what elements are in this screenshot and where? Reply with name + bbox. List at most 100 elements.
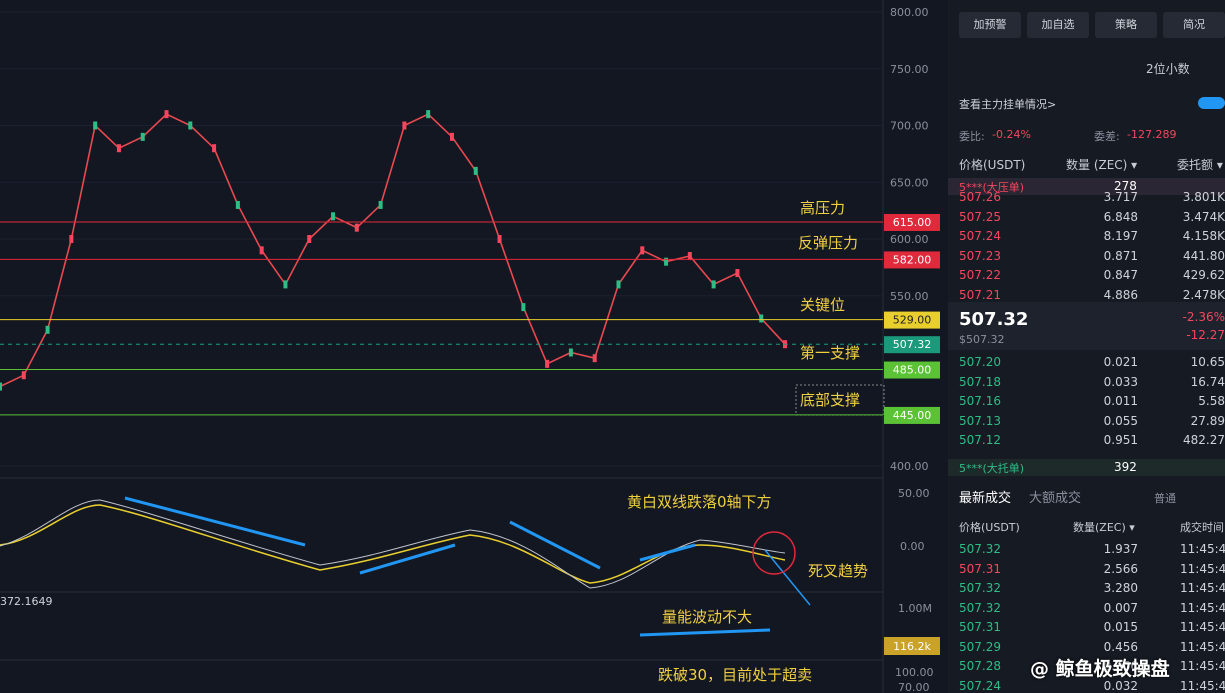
cross-marker bbox=[752, 531, 796, 575]
y-tick-label: 550.00 bbox=[890, 290, 929, 303]
diff-label: 委差: bbox=[1094, 130, 1120, 143]
ask-price: 507.23 bbox=[959, 248, 1001, 263]
mid-usd: $507.32 bbox=[959, 333, 1005, 346]
candle bbox=[116, 144, 121, 153]
ask-price: 507.24 bbox=[959, 229, 1001, 243]
candle bbox=[616, 280, 621, 289]
big-ask: 5***(大压单) bbox=[959, 181, 1025, 194]
button[interactable]: 策略 bbox=[1095, 12, 1157, 38]
decimals[interactable]: 2位小数 bbox=[1146, 62, 1190, 76]
big-bid-qty: 392 bbox=[1114, 460, 1137, 474]
ask-price: 507.22 bbox=[959, 268, 1001, 282]
candle bbox=[235, 200, 240, 209]
bid-amount: 10.65 bbox=[1190, 355, 1225, 369]
trade-qty: 0.015 bbox=[1103, 620, 1138, 634]
trade-header: 价格(USDT) bbox=[959, 521, 1020, 534]
level-label: 582.00 bbox=[893, 253, 932, 266]
candle bbox=[140, 132, 145, 141]
level-label: 529.00 bbox=[893, 314, 932, 327]
candle bbox=[45, 325, 50, 334]
button[interactable]: 简况 bbox=[1163, 12, 1225, 38]
candle bbox=[449, 132, 454, 141]
bid-amount: 27.89 bbox=[1190, 413, 1225, 428]
level-note: 高压力 bbox=[800, 199, 845, 217]
y-tick-label: 650.00 bbox=[890, 176, 929, 189]
candle bbox=[21, 371, 26, 380]
trade-time: 11:45:40 bbox=[1180, 600, 1225, 615]
bid-price: 507.20 bbox=[959, 355, 1001, 369]
candle bbox=[93, 121, 98, 130]
name-qty: 0.033 bbox=[1103, 374, 1138, 389]
trade-qty: 0.007 bbox=[1103, 600, 1138, 615]
candle bbox=[164, 110, 169, 119]
trade-price: 507.28 bbox=[959, 659, 1001, 673]
ask-price: 507.25 bbox=[959, 209, 1001, 224]
trade-time: 11:45:41 bbox=[1180, 561, 1225, 576]
y-tick-label: 700.00 bbox=[890, 120, 929, 133]
tab[interactable]: 大额成交 bbox=[1029, 491, 1082, 506]
candle bbox=[664, 257, 669, 266]
candle bbox=[497, 235, 502, 243]
candle bbox=[426, 110, 431, 119]
bid-amount: 5.58 bbox=[1198, 394, 1225, 408]
button[interactable]: 加自选 bbox=[1027, 12, 1089, 38]
macd-tick: 0.00 bbox=[900, 540, 925, 553]
name-qty: 0.847 bbox=[1103, 268, 1138, 282]
button[interactable]: 加预警 bbox=[959, 12, 1021, 38]
header: 价格(USDT) bbox=[959, 158, 1026, 172]
level-box bbox=[884, 251, 940, 269]
trade-header: 数量(ZEC) ▾ bbox=[1073, 521, 1135, 534]
signal-line bbox=[0, 499, 786, 589]
candle bbox=[640, 246, 645, 255]
trade-qty: 0.066 bbox=[1103, 659, 1138, 673]
trade-price: 507.32 bbox=[959, 600, 1001, 615]
trade-qty: 3.280 bbox=[1103, 581, 1138, 595]
name-qty: 0.011 bbox=[1103, 394, 1138, 408]
rsi-tick: 100.00 bbox=[895, 666, 934, 679]
trade-price: 507.31 bbox=[959, 620, 1001, 634]
ask-price: 507.26 bbox=[959, 190, 1001, 204]
volume-note: 量能波动不大 bbox=[662, 608, 752, 626]
candle bbox=[0, 382, 2, 391]
trade-price: 507.32 bbox=[959, 581, 1001, 595]
level-label: 485.00 bbox=[893, 364, 932, 377]
mid-bg bbox=[948, 302, 1225, 350]
y-tick-label: 800.00 bbox=[890, 6, 929, 19]
macd-line bbox=[0, 504, 786, 584]
candle bbox=[188, 121, 193, 130]
candle bbox=[687, 252, 692, 261]
level-label: 615.00 bbox=[893, 216, 932, 229]
candle bbox=[521, 303, 526, 312]
candle bbox=[307, 235, 312, 243]
tab[interactable]: 普通 bbox=[1154, 492, 1176, 505]
trade-time: 11:45:40 bbox=[1180, 620, 1225, 634]
trade-qty: 2.566 bbox=[1103, 561, 1138, 576]
bid-price: 507.13 bbox=[959, 413, 1001, 428]
view-orders[interactable]: 查看主力挂单情况> bbox=[959, 98, 1057, 111]
trade-price: 507.29 bbox=[959, 639, 1001, 654]
candle bbox=[69, 235, 74, 243]
ask-amount: 2.478K bbox=[1182, 287, 1225, 302]
tab[interactable]: 最新成交 bbox=[959, 491, 1012, 506]
mid-pct: -2.36% bbox=[1182, 310, 1225, 324]
name-qty: 6.848 bbox=[1103, 209, 1138, 224]
candle bbox=[545, 359, 550, 368]
price-line bbox=[0, 113, 786, 388]
candle bbox=[759, 314, 764, 323]
header: 数量 (ZEC) ▾ bbox=[1066, 158, 1138, 172]
mid-chg: -12.27 bbox=[1186, 328, 1225, 342]
candle bbox=[592, 354, 597, 363]
level-label: 445.00 bbox=[893, 409, 932, 422]
big-ask-bg bbox=[948, 178, 1225, 195]
name-qty: 0.021 bbox=[1103, 355, 1138, 369]
name-qty: 8.197 bbox=[1103, 229, 1138, 243]
candle bbox=[711, 280, 716, 289]
level-note: 第一支撑 bbox=[800, 344, 860, 362]
rsi-tick: 70.00 bbox=[898, 681, 930, 693]
level-box bbox=[884, 336, 940, 354]
volume-tick: 1.00M bbox=[898, 602, 932, 615]
trade-time: 11:45:40 bbox=[1180, 678, 1225, 693]
ask-amount: 3.474K bbox=[1182, 209, 1225, 224]
bid-amount: 482.27 bbox=[1183, 433, 1225, 447]
level-note: 底部支撑 bbox=[800, 391, 860, 409]
